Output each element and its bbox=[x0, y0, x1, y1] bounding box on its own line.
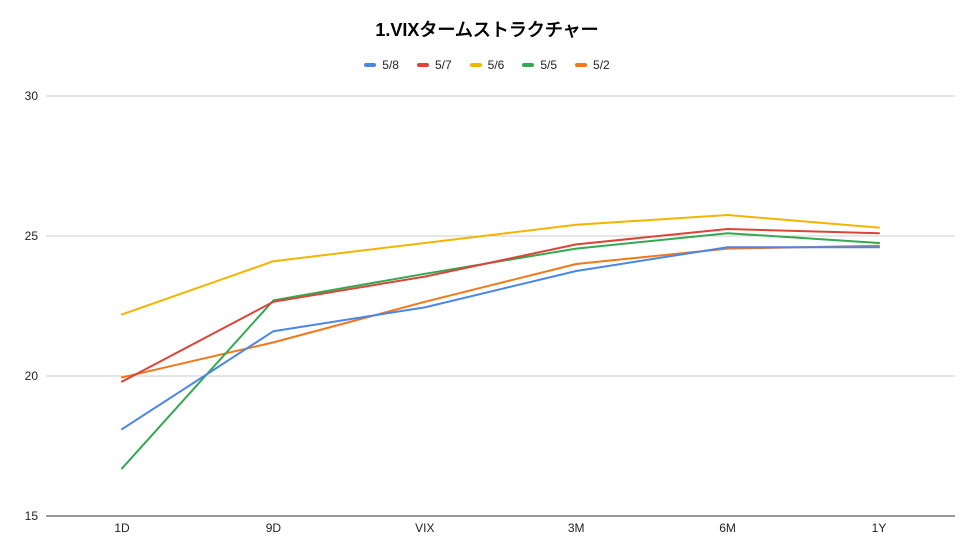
x-tick-label: 9D bbox=[266, 521, 282, 535]
legend-label: 5/2 bbox=[593, 58, 610, 72]
legend-item: 5/7 bbox=[416, 58, 452, 72]
legend-label: 5/8 bbox=[382, 58, 399, 72]
legend-label: 5/5 bbox=[540, 58, 558, 72]
legend-item: 5/2 bbox=[575, 58, 610, 72]
legend: 5/8 5/7 5/6 5/5 5/2 bbox=[0, 58, 974, 72]
series-line-5-2 bbox=[121, 244, 880, 379]
y-tick-label: 15 bbox=[25, 509, 39, 523]
series-line-5-6 bbox=[121, 214, 880, 316]
legend-swatch bbox=[575, 63, 588, 67]
legend-swatch bbox=[416, 63, 429, 67]
legend-swatch bbox=[364, 63, 377, 67]
legend-item: 5/6 bbox=[469, 58, 505, 72]
series-line-5-7 bbox=[121, 228, 880, 383]
legend-label: 5/7 bbox=[434, 58, 452, 72]
legend-swatch bbox=[469, 63, 482, 67]
x-tick-label: VIX bbox=[415, 521, 434, 535]
legend-item: 5/5 bbox=[522, 58, 557, 72]
x-tick-label: 1Y bbox=[872, 521, 887, 535]
x-tick-label: 3M bbox=[568, 521, 585, 535]
legend-item: 5/8 bbox=[364, 58, 399, 72]
chart-title: 1.VIXタームストラクチャー bbox=[375, 20, 599, 40]
y-tick-label: 20 bbox=[25, 369, 39, 383]
y-tick-label: 25 bbox=[25, 229, 39, 243]
series-line-5-8 bbox=[121, 246, 880, 431]
legend-swatch bbox=[522, 63, 535, 67]
y-tick-label: 30 bbox=[25, 89, 39, 103]
x-tick-label: 6M bbox=[719, 521, 736, 535]
legend-label: 5/6 bbox=[487, 58, 505, 72]
x-tick-label: 1D bbox=[114, 521, 130, 535]
